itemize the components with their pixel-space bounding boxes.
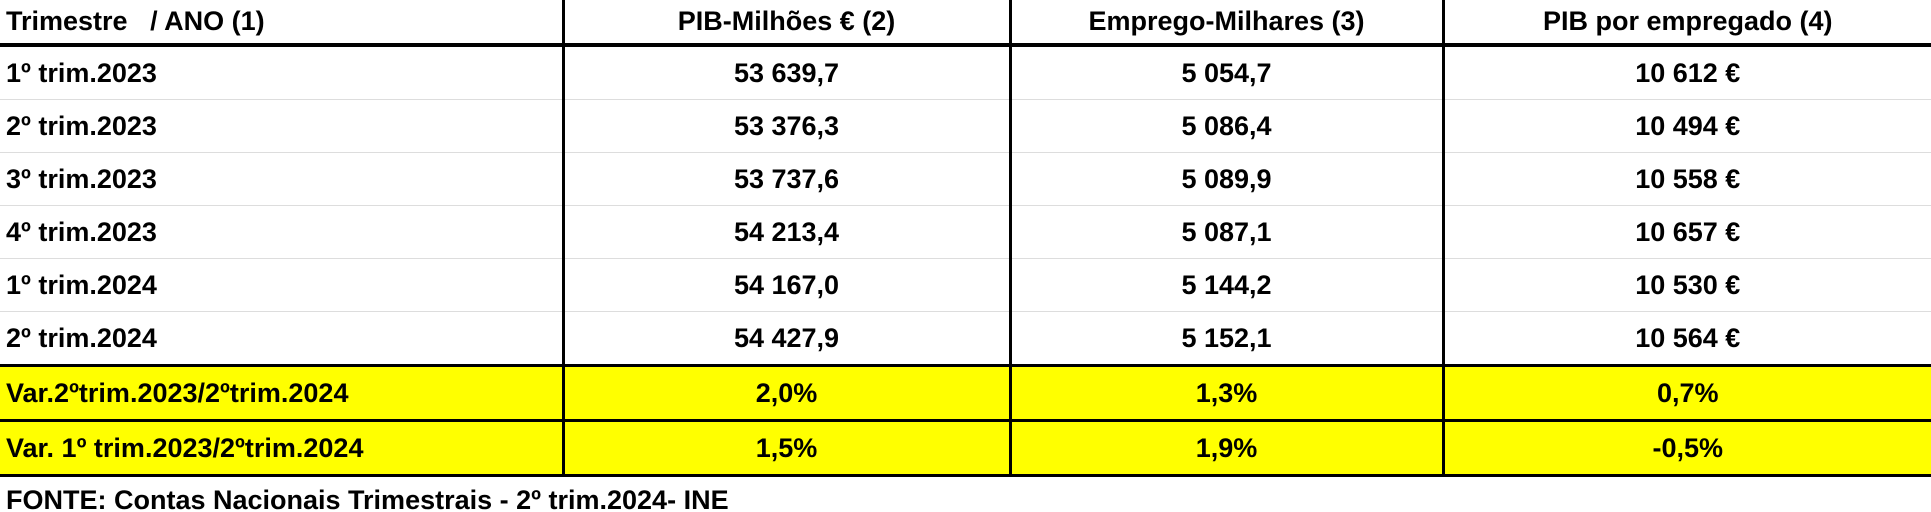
data-row: 1º trim.2023 53 639,7 5 054,7 10 612 € — [0, 45, 1931, 100]
data-row: 4º trim.2023 54 213,4 5 087,1 10 657 € — [0, 205, 1931, 259]
data-row: 2º trim.2023 53 376,3 5 086,4 10 494 € — [0, 99, 1931, 153]
data-row: 1º trim.2024 54 167,0 5 144,2 10 530 € — [0, 258, 1931, 312]
source-note: FONTE: Contas Nacionais Trimestrais - 2º… — [6, 485, 729, 512]
data-table: Trimestre / ANO (1) PIB-Milhões € (2) Empr… — [0, 0, 1931, 477]
cell: 1,9% — [1008, 419, 1443, 477]
cell: 5 144,2 — [1008, 258, 1443, 312]
cell: 0,7% — [1441, 364, 1931, 422]
row-label: 1º trim.2024 — [0, 258, 563, 312]
column-header: Emprego-Milhares (3) — [1008, 0, 1443, 47]
row-label: 2º trim.2024 — [0, 311, 563, 366]
cell: 53 376,3 — [561, 99, 1010, 153]
data-row: 3º trim.2023 53 737,6 5 089,9 10 558 € — [0, 152, 1931, 206]
cell: 10 564 € — [1441, 311, 1931, 366]
cell: 53 639,7 — [561, 45, 1010, 100]
cell: 5 086,4 — [1008, 99, 1443, 153]
cell: 53 737,6 — [561, 152, 1010, 206]
variation-row: Var.2ºtrim.2023/2ºtrim.2024 2,0% 1,3% 0,7% — [0, 364, 1931, 422]
cell: 54 427,9 — [561, 311, 1010, 366]
table-body: 1º trim.2023 53 639,7 5 054,7 10 612 €2º tr… — [0, 45, 1931, 477]
cell: 5 089,9 — [1008, 152, 1443, 206]
cell: 10 612 € — [1441, 45, 1931, 100]
row-label: 1º trim.2023 — [0, 45, 563, 100]
cell: 10 494 € — [1441, 99, 1931, 153]
cell: 10 530 € — [1441, 258, 1931, 312]
row-label: Var. 1º trim.2023/2ºtrim.2024 — [0, 419, 563, 477]
cell: 2,0% — [561, 364, 1010, 422]
row-label: 3º trim.2023 — [0, 152, 563, 206]
cell: 10 558 € — [1441, 152, 1931, 206]
cell: 1,5% — [561, 419, 1010, 477]
column-header: PIB por empregado (4) — [1441, 0, 1931, 47]
header-row: Trimestre / ANO (1) PIB-Milhões € (2) Empr… — [0, 0, 1931, 47]
cell: 54 213,4 — [561, 205, 1010, 259]
cell: -0,5% — [1441, 419, 1931, 477]
cell: 54 167,0 — [561, 258, 1010, 312]
row-label: 2º trim.2023 — [0, 99, 563, 153]
data-row: 2º trim.2024 54 427,9 5 152,1 10 564 € — [0, 311, 1931, 366]
cell: 5 054,7 — [1008, 45, 1443, 100]
column-header: PIB-Milhões € (2) — [561, 0, 1010, 47]
column-header: Trimestre / ANO (1) — [0, 0, 563, 47]
variation-row: Var. 1º trim.2023/2ºtrim.2024 1,5% 1,9% -0,… — [0, 419, 1931, 477]
cell: 1,3% — [1008, 364, 1443, 422]
cell: 5 087,1 — [1008, 205, 1443, 259]
row-label: Var.2ºtrim.2023/2ºtrim.2024 — [0, 364, 563, 422]
cell: 5 152,1 — [1008, 311, 1443, 366]
cell: 10 657 € — [1441, 205, 1931, 259]
row-label: 4º trim.2023 — [0, 205, 563, 259]
